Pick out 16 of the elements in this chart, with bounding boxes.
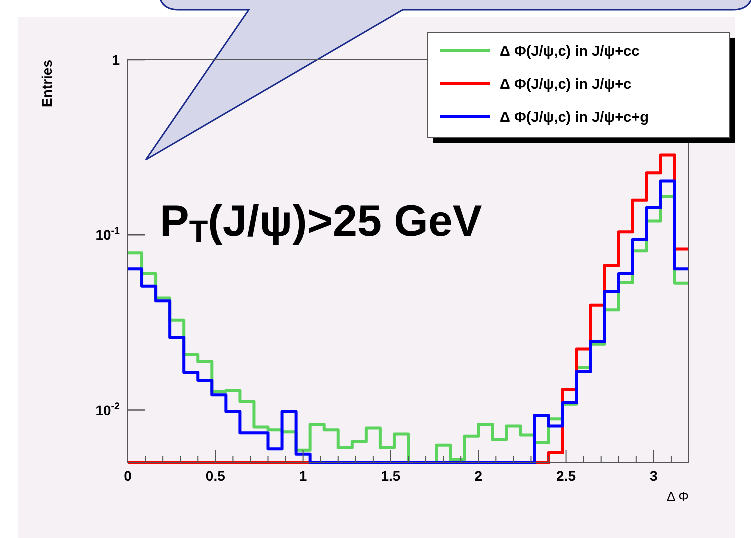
legend-label: Δ Φ(J/ψ,c) in J/ψ+cc xyxy=(500,44,640,60)
y-tick-label: 10$^{-2}$ xyxy=(96,401,121,418)
x-tick-label: 0.5 xyxy=(206,468,226,484)
legend-label: Δ Φ(J/ψ,c) in J/ψ+c xyxy=(500,77,632,93)
x-tick-label: 3 xyxy=(650,468,658,484)
x-tick-label: 0 xyxy=(124,468,132,484)
x-tick-label: 2.5 xyxy=(556,468,576,484)
y-axis-title: Entries xyxy=(39,60,55,108)
legend-label: Δ Φ(J/ψ,c) in J/ψ+c+g xyxy=(500,110,649,126)
x-tick-label: 1.5 xyxy=(381,468,401,484)
annotation: P$_{T}$(J/ψ)>25 GeV xyxy=(160,197,483,249)
x-tick-label: 1 xyxy=(299,468,308,484)
x-axis-title: Δ Φ xyxy=(667,489,689,504)
x-tick-label: 2 xyxy=(474,468,483,484)
y-tick-label: 10$^{-1}$ xyxy=(96,226,121,244)
y-tick-label: 1 xyxy=(112,52,120,68)
